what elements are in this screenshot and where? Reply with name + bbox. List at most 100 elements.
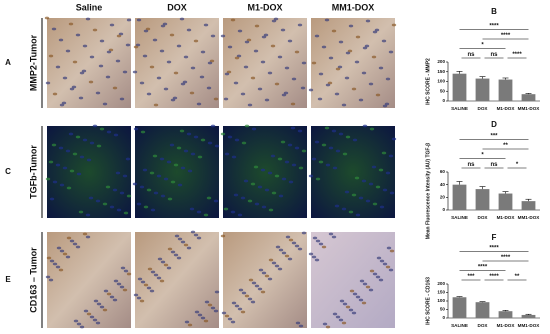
cell <box>379 259 385 263</box>
y-tick-label: 40 <box>440 182 446 187</box>
cell <box>153 191 159 195</box>
cell <box>149 171 155 175</box>
cell <box>379 205 385 209</box>
cell <box>116 208 122 212</box>
cell <box>301 61 307 65</box>
cell <box>348 308 354 312</box>
cell <box>55 65 61 69</box>
cell <box>290 102 296 106</box>
cell <box>190 152 196 156</box>
cell <box>207 303 213 307</box>
cell <box>147 267 153 271</box>
significance-label: ** <box>515 274 520 280</box>
cell <box>93 299 99 303</box>
cell <box>294 146 300 150</box>
cell <box>133 45 139 49</box>
cell <box>234 138 240 142</box>
cell <box>199 75 205 79</box>
cell <box>369 127 375 131</box>
cell <box>388 268 394 272</box>
bar <box>521 314 536 318</box>
cell <box>71 85 77 89</box>
cell <box>143 29 149 33</box>
cell <box>315 239 321 243</box>
cell <box>291 241 297 245</box>
cell <box>78 210 84 214</box>
cell <box>193 233 199 237</box>
significance-label: * <box>481 153 484 159</box>
cell <box>335 149 341 153</box>
cell <box>157 257 163 261</box>
cell <box>254 202 260 206</box>
cell <box>321 143 327 147</box>
cell <box>132 182 138 186</box>
x-tick-label: DOX <box>478 106 489 111</box>
cell <box>112 188 118 192</box>
cell <box>328 146 334 150</box>
cell <box>106 130 112 134</box>
cell <box>145 27 151 31</box>
cell <box>126 194 132 198</box>
x-tick-label: SALINE <box>451 215 468 220</box>
cell <box>86 158 92 162</box>
cell <box>355 35 361 39</box>
cell <box>180 82 186 86</box>
cell <box>324 126 330 130</box>
cell <box>139 81 145 85</box>
cell <box>119 191 125 195</box>
x-tick-label: SALINE <box>451 106 468 111</box>
row-label: TGFb-Tumor <box>28 145 38 199</box>
error-bar <box>456 296 463 298</box>
error-bar <box>502 310 509 312</box>
cell <box>86 312 92 316</box>
x-tick-label: MM1-DOX <box>518 106 541 111</box>
cell <box>146 286 152 290</box>
cell <box>45 81 51 85</box>
cell <box>237 29 243 33</box>
cell <box>220 234 226 238</box>
cell <box>69 239 75 243</box>
cell <box>81 69 87 73</box>
cell <box>79 155 85 159</box>
cell <box>264 98 270 102</box>
cell <box>172 96 178 100</box>
cell <box>378 278 384 282</box>
cell <box>271 191 277 195</box>
cell <box>368 82 374 86</box>
cell <box>382 262 388 266</box>
x-tick-label: MM1-DOX <box>518 323 541 328</box>
cell <box>210 124 216 128</box>
cell <box>381 39 387 43</box>
cell <box>254 24 260 28</box>
cell <box>203 23 209 27</box>
cell <box>173 253 179 257</box>
x-tick-label: DOX <box>478 215 489 220</box>
cell <box>369 269 375 273</box>
cell <box>328 232 334 236</box>
cell <box>76 172 82 176</box>
cell <box>92 28 98 32</box>
cell <box>209 59 215 63</box>
cell <box>274 174 280 178</box>
bar <box>452 184 467 210</box>
cell <box>159 157 165 161</box>
cell <box>220 132 226 136</box>
cell <box>244 124 250 128</box>
cell <box>196 236 202 240</box>
cell <box>257 185 263 189</box>
cell <box>327 81 333 85</box>
cell <box>159 49 165 53</box>
cell <box>55 265 61 269</box>
cell <box>325 83 331 87</box>
cell <box>146 188 152 192</box>
cell <box>361 179 367 183</box>
cell <box>142 168 148 172</box>
cell <box>136 296 142 300</box>
cell <box>311 157 317 161</box>
cell <box>297 23 303 27</box>
cell <box>170 98 176 102</box>
cell <box>65 49 71 53</box>
bar <box>498 311 513 318</box>
cell <box>287 39 293 43</box>
cell <box>48 160 54 164</box>
